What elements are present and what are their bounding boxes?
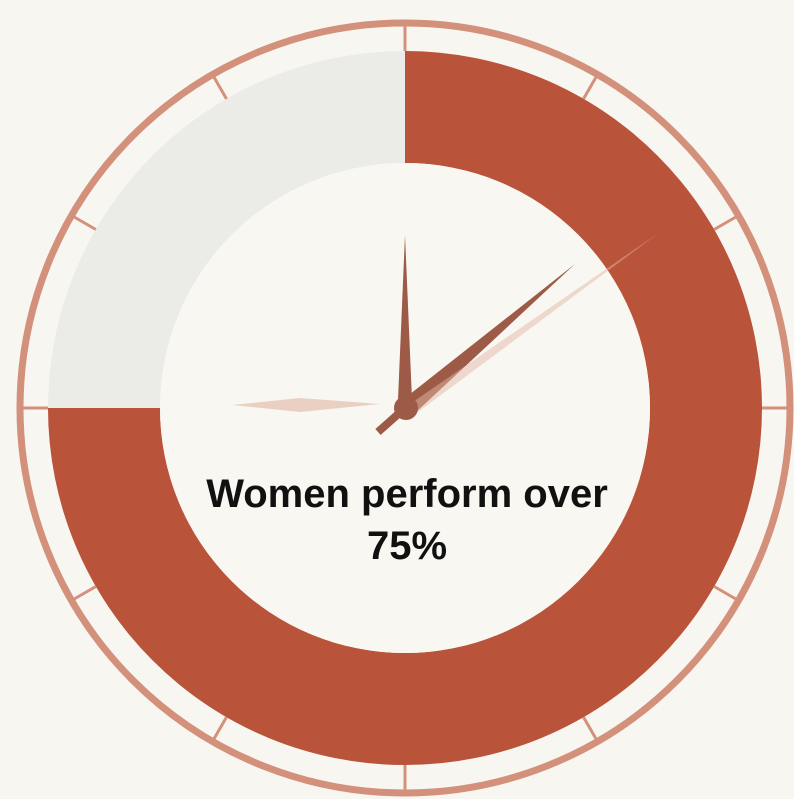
clock-tick xyxy=(713,212,742,231)
clock-tick xyxy=(68,585,97,604)
donut-slice xyxy=(48,51,405,408)
clock-tick xyxy=(582,71,601,100)
hour-hand xyxy=(398,235,412,400)
clock-tick xyxy=(713,585,742,604)
minute-hand xyxy=(400,264,575,414)
donut-slice xyxy=(48,51,762,765)
chart-title: Women perform over 75% xyxy=(206,472,608,568)
clock-tick xyxy=(582,716,601,745)
clock-tick xyxy=(68,212,97,231)
center-pin xyxy=(394,396,418,420)
clock-tick xyxy=(209,71,228,100)
clock-tick xyxy=(209,716,228,745)
hand-shadow xyxy=(410,232,660,412)
second-hand xyxy=(232,398,380,412)
